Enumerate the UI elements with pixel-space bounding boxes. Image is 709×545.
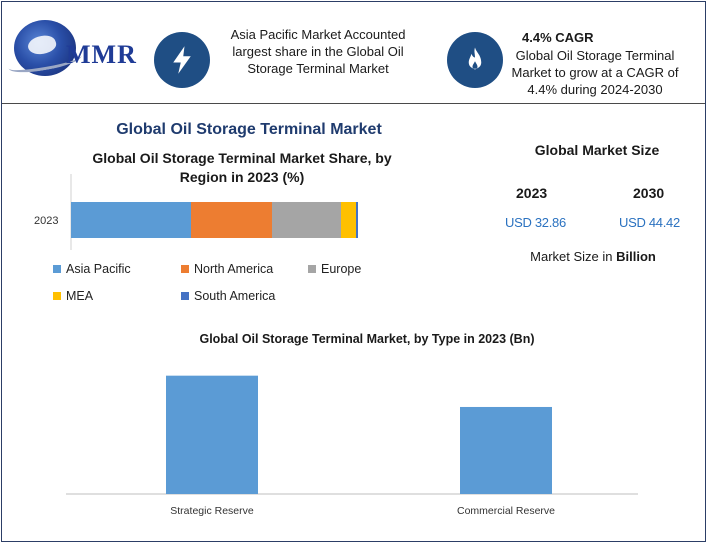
share-chart-title: Global Oil Storage Terminal Market Share…: [92, 150, 392, 185]
market-size-unit: Market Size in Billion: [530, 249, 656, 264]
category-label: 2023: [34, 215, 58, 227]
bar-segment-north-america: [191, 202, 272, 238]
value-2030: USD 44.42: [619, 215, 680, 230]
legend-label: Asia Pacific: [66, 262, 131, 276]
legend-swatch: [53, 265, 61, 273]
legend-label: MEA: [66, 289, 94, 303]
cagr-text: Global Oil Storage Terminal Market to gr…: [511, 48, 679, 97]
legend-swatch: [53, 292, 61, 300]
legend-label: North America: [194, 262, 274, 276]
cagr-title: 4.4% CAGR: [522, 30, 594, 45]
mmr-logo: MMR: [7, 18, 138, 78]
legend-label: Europe: [321, 262, 362, 276]
logo-text: MMR: [66, 40, 137, 69]
value-2023: USD 32.86: [505, 215, 566, 230]
flame-icon: [447, 32, 503, 88]
highlight-region: Asia Pacific Market Accounted largest sh…: [230, 27, 406, 76]
category-label: Commercial Reserve: [457, 505, 555, 517]
bar-strategic-reserve: [166, 375, 258, 494]
lightning-bolt-icon: [154, 32, 210, 88]
bar-segment-asia-pacific: [71, 202, 191, 238]
region-legend: Asia Pacific North America Europe MEA South …: [53, 262, 373, 310]
bar-segment-mea: [341, 202, 356, 238]
legend-item-asia-pacific: Asia Pacific: [53, 262, 131, 276]
category-label: Strategic Reserve: [170, 505, 254, 517]
legend-item-south-america: South America: [181, 289, 275, 303]
type-bar-chart: Strategic Reserve Commercial Reserve: [66, 375, 638, 517]
globe-icon: [14, 20, 76, 76]
legend-swatch: [181, 292, 189, 300]
header-divider: [2, 103, 705, 104]
year-2023: 2023: [516, 185, 548, 201]
main-title: Global Oil Storage Terminal Market: [116, 121, 382, 138]
legend-label: South America: [194, 289, 276, 303]
bar-segment-europe: [272, 202, 341, 238]
legend-item-north-america: North America: [181, 262, 273, 276]
legend-item-europe: Europe: [308, 262, 361, 276]
type-chart-title: Global Oil Storage Terminal Market, by T…: [199, 332, 535, 346]
legend-item-mea: MEA: [53, 289, 93, 303]
bar-commercial-reserve: [460, 406, 552, 494]
legend-swatch: [308, 265, 316, 273]
region-share-chart: 2023: [34, 174, 358, 250]
bar-segment-south-america: [356, 202, 358, 238]
year-2030: 2030: [633, 185, 665, 201]
market-size-title: Global Market Size: [534, 142, 660, 158]
legend-swatch: [181, 265, 189, 273]
